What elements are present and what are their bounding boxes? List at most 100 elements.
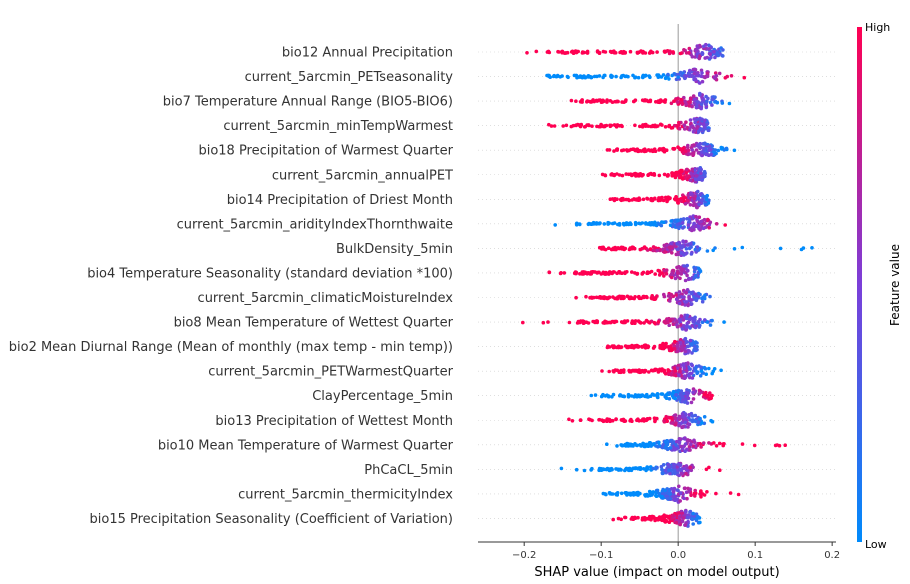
shap-point [664, 271, 669, 276]
shap-point [695, 348, 699, 352]
shap-point [662, 268, 667, 273]
shap-point [546, 73, 550, 78]
x-tick-label: 0.2 [824, 550, 840, 561]
shap-point [676, 388, 681, 393]
shap-point [672, 99, 676, 103]
shap-point [682, 295, 686, 299]
shap-point [638, 466, 643, 470]
shap-point [707, 225, 711, 230]
shap-point [675, 100, 680, 104]
shap-point [678, 499, 682, 503]
beeswarm-points [521, 42, 814, 528]
shap-point [695, 248, 700, 253]
shap-point [613, 296, 617, 301]
shap-point [684, 390, 689, 395]
shap-point [722, 320, 726, 324]
feature-label: BulkDensity_5min [336, 242, 453, 257]
shap-point [684, 167, 689, 172]
shap-point [667, 468, 671, 473]
shap-point [642, 321, 646, 325]
shap-point [688, 97, 693, 101]
shap-point [704, 372, 708, 377]
shap-point [689, 400, 694, 405]
shap-point [700, 79, 705, 84]
shap-point [683, 400, 687, 404]
shap-point [702, 146, 706, 151]
shap-point [719, 145, 724, 150]
shap-point [702, 221, 706, 226]
shap-point [667, 196, 672, 201]
feature-label: current_5arcmin_aridityIndexThornthwaite [177, 217, 453, 232]
shap-point [669, 438, 673, 443]
shap-point [634, 394, 639, 398]
shap-point [636, 515, 640, 520]
shap-point [720, 101, 725, 105]
shap-point [687, 51, 691, 55]
shap-point [581, 50, 585, 55]
shap-point [692, 200, 696, 205]
shap-point [690, 324, 694, 328]
shap-point [672, 347, 677, 351]
shap-point [705, 193, 709, 198]
feature-label: current_5arcmin_thermicityIndex [238, 487, 453, 502]
shap-point [682, 496, 686, 501]
shap-point [624, 222, 629, 227]
colorbar-low-label: Low [865, 538, 887, 551]
shap-point [681, 239, 685, 243]
shap-point [629, 394, 634, 398]
shap-point [653, 417, 657, 421]
shap-point [673, 369, 678, 373]
shap-point [606, 394, 611, 399]
shap-point [639, 173, 644, 178]
shap-point [680, 221, 685, 225]
colorbar-high-label: High [865, 21, 890, 34]
shap-point [724, 146, 729, 151]
shap-point [601, 467, 605, 471]
shap-point [574, 467, 579, 472]
shap-point [660, 367, 664, 371]
feature-label: bio13 Precipitation of Wettest Month [215, 414, 453, 429]
shap-point [702, 122, 706, 127]
shap-point [704, 102, 708, 107]
shap-point [641, 123, 645, 127]
shap-point [671, 268, 675, 273]
shap-point [698, 167, 702, 172]
shap-point [677, 415, 682, 420]
shap-point [552, 124, 557, 128]
shap-point [683, 99, 687, 104]
shap-point [574, 295, 578, 300]
shap-point [697, 215, 702, 219]
shap-point [632, 369, 636, 373]
shap-point [588, 272, 592, 276]
shap-point [684, 74, 689, 78]
shap-point [622, 368, 626, 372]
shap-point [692, 197, 696, 201]
shap-point [703, 293, 707, 298]
shap-point [578, 272, 582, 276]
shap-point [668, 416, 673, 420]
shap-point [611, 49, 615, 54]
shap-point [691, 94, 696, 98]
feature-label: PhCaCL_5min [364, 463, 453, 478]
shap-point [582, 468, 587, 473]
shap-point [652, 173, 657, 177]
shap-point [643, 149, 648, 153]
shap-point [773, 443, 778, 448]
shap-point [695, 103, 699, 108]
x-axis-title: SHAP value (impact on model output) [534, 565, 779, 580]
shap-point [694, 174, 699, 178]
shap-point [668, 496, 673, 501]
shap-point [801, 246, 806, 250]
shap-point [695, 52, 700, 56]
shap-point [683, 278, 688, 283]
shap-point [647, 441, 652, 445]
shap-point [625, 294, 630, 299]
shap-point [699, 445, 703, 449]
shap-point [637, 221, 641, 226]
shap-point [671, 421, 675, 425]
shap-point [582, 125, 587, 129]
shap-point [673, 339, 677, 344]
shap-point [677, 484, 681, 489]
shap-point [687, 296, 692, 301]
